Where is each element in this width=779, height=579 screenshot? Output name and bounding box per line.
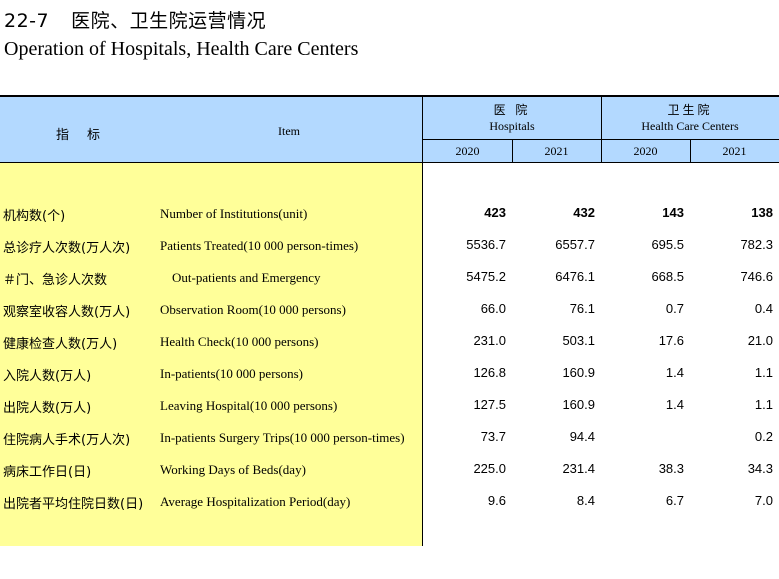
row-value: 432 xyxy=(573,205,595,220)
row-value: 6.7 xyxy=(665,493,684,508)
row-label-en: In-patients(10 000 persons) xyxy=(160,366,303,381)
group-health-centers-en: Health Care Centers xyxy=(641,119,739,133)
row-label-cn: ＃门、急诊人次数 xyxy=(3,273,108,288)
row-label-cn: 病床工作日(日) xyxy=(3,465,92,480)
item-header: Item xyxy=(278,124,300,138)
row-value: 503.1 xyxy=(562,333,595,348)
row-label-cn: 健康检查人数(万人) xyxy=(3,337,118,352)
table-row: 入院人数(万人) In-patients(10 000 persons) 126.8… xyxy=(0,356,779,388)
row-value: 38.3 xyxy=(658,461,684,476)
row-label-en: Out-patients and Emergency xyxy=(172,270,321,285)
row-value: 143 xyxy=(662,205,684,220)
table-row: 观察室收容人数(万人) Observation Room(10 000 perso… xyxy=(0,292,779,324)
row-value: 34.3 xyxy=(747,461,773,476)
row-label-en: Working Days of Beds(day) xyxy=(160,462,306,477)
table-row: 总诊疗人次数(万人次) Patients Treated(10 000 perso… xyxy=(0,228,779,260)
row-value: 1.1 xyxy=(754,397,773,412)
table-row: 病床工作日(日) Working Days of Beds(day) 225.0 23… xyxy=(0,452,779,484)
row-value: 668.5 xyxy=(651,269,684,284)
group-hospitals-cn: 医 院 xyxy=(493,103,531,117)
row-value: 94.4 xyxy=(569,429,595,444)
row-value: 7.0 xyxy=(754,493,773,508)
row-value: 231.0 xyxy=(473,333,506,348)
row-value: 8.4 xyxy=(576,493,595,508)
row-value: 0.7 xyxy=(665,301,684,316)
year-divider xyxy=(690,139,691,163)
row-value: 423 xyxy=(484,205,506,220)
year-header: 2021 xyxy=(544,144,569,158)
row-value: 5536.7 xyxy=(466,237,506,252)
group-hospitals-en: Hospitals xyxy=(489,119,535,133)
row-value: 73.7 xyxy=(480,429,506,444)
row-value: 1.1 xyxy=(754,365,773,380)
table-title-cn-text: 医院、卫生院运营情况 xyxy=(71,10,267,32)
table-title-en: Operation of Hospitals, Health Care Cent… xyxy=(4,38,359,60)
row-value: 6557.7 xyxy=(555,237,595,252)
year-divider xyxy=(512,139,513,163)
row-label-cn: 总诊疗人次数(万人次) xyxy=(3,241,131,256)
row-label-en: Observation Room(10 000 persons) xyxy=(160,302,346,317)
row-label-cn: 入院人数(万人) xyxy=(3,369,92,384)
row-value: 66.0 xyxy=(480,301,506,316)
row-value: 9.6 xyxy=(487,493,506,508)
group-health-centers-cn: 卫生院 xyxy=(667,103,713,117)
row-label-en: Number of Institutions(unit) xyxy=(160,206,308,221)
table-row: 住院病人手术(万人次) In-patients Surgery Trips(10 … xyxy=(0,420,779,452)
header-left: 指标 Item xyxy=(0,97,422,163)
row-value: 0.2 xyxy=(754,429,773,444)
year-header: 2021 xyxy=(722,144,747,158)
value-column-bg xyxy=(422,163,779,546)
row-value: 782.3 xyxy=(740,237,773,252)
row-value: 160.9 xyxy=(562,365,595,380)
row-value: 5475.2 xyxy=(466,269,506,284)
row-value: 0.4 xyxy=(754,301,773,316)
table-number: 22-7 xyxy=(4,10,50,32)
row-label-cn: 观察室收容人数(万人) xyxy=(3,305,131,320)
row-value: 17.6 xyxy=(658,333,684,348)
group-health-centers: 卫生院 Health Care Centers xyxy=(601,97,779,139)
row-value: 21.0 xyxy=(747,333,773,348)
indicator-header: 指标 xyxy=(56,128,119,143)
year-header: 2020 xyxy=(455,144,480,158)
header-right: 医 院 Hospitals 卫生院 Health Care Centers 20… xyxy=(422,97,779,163)
group-divider xyxy=(601,97,602,163)
row-label-en: Health Check(10 000 persons) xyxy=(160,334,319,349)
row-value: 231.4 xyxy=(562,461,595,476)
table-row: ＃门、急诊人次数 Out-patients and Emergency 5475.2… xyxy=(0,260,779,292)
row-label-en: In-patients Surgery Trips(10 000 person-… xyxy=(160,430,405,445)
row-value: 160.9 xyxy=(562,397,595,412)
row-label-cn: 出院人数(万人) xyxy=(3,401,92,416)
label-column-bg xyxy=(0,163,422,546)
row-value: 225.0 xyxy=(473,461,506,476)
table-row: 出院者平均住院日数(日) Average Hospitalization Peri… xyxy=(0,484,779,516)
table-title-cn: 22-7 医院、卫生院运营情况 xyxy=(4,6,266,33)
row-value: 127.5 xyxy=(473,397,506,412)
data-table: 指标 Item 医 院 Hospitals 卫生院 Health Care Ce… xyxy=(0,95,779,546)
row-label-cn: 住院病人手术(万人次) xyxy=(3,433,131,448)
row-value: 1.4 xyxy=(665,397,684,412)
table-row: 机构数(个) Number of Institutions(unit) 423 432… xyxy=(0,196,779,228)
row-value: 126.8 xyxy=(473,365,506,380)
table-row: 健康检查人数(万人) Health Check(10 000 persons) 23… xyxy=(0,324,779,356)
row-value: 76.1 xyxy=(569,301,595,316)
group-hospitals: 医 院 Hospitals xyxy=(423,97,601,139)
year-header: 2020 xyxy=(633,144,658,158)
row-value: 6476.1 xyxy=(555,269,595,284)
row-value: 138 xyxy=(751,205,773,220)
row-label-cn: 出院者平均住院日数(日) xyxy=(3,497,144,512)
row-label-en: Average Hospitalization Period(day) xyxy=(160,494,351,509)
row-value: 695.5 xyxy=(651,237,684,252)
row-label-en: Leaving Hospital(10 000 persons) xyxy=(160,398,338,413)
row-value: 746.6 xyxy=(740,269,773,284)
row-value: 1.4 xyxy=(665,365,684,380)
row-label-en: Patients Treated(10 000 person-times) xyxy=(160,238,359,253)
table-row: 出院人数(万人) Leaving Hospital(10 000 persons)… xyxy=(0,388,779,420)
row-label-cn: 机构数(个) xyxy=(3,209,66,224)
